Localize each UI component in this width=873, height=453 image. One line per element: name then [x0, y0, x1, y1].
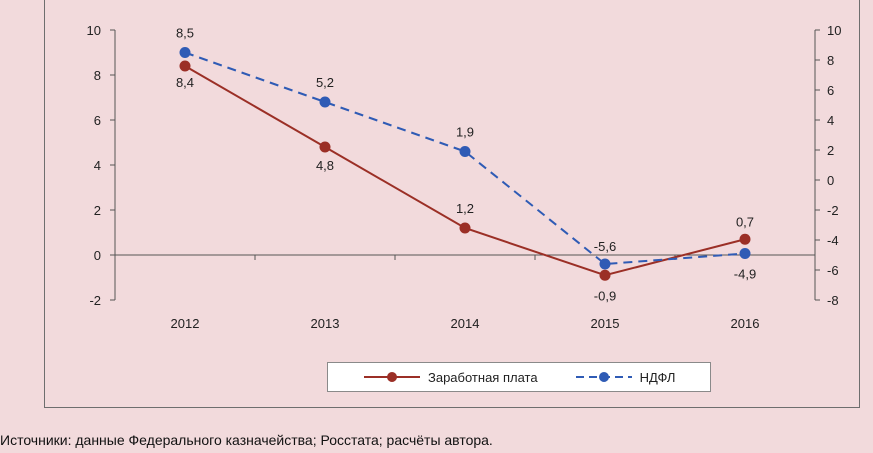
series-point-0: [599, 269, 611, 281]
right-y-tick-label: -4: [827, 233, 839, 248]
right-y-tick-label: -6: [827, 263, 839, 278]
data-label-1: -4,9: [734, 267, 756, 282]
series-point-0: [739, 233, 751, 245]
left-y-tick-label: -2: [89, 293, 101, 308]
left-y-tick-label: 2: [94, 203, 101, 218]
series-point-1: [319, 96, 331, 108]
line-chart: -2 0 2 4 6 8 10 -8 -6 -4 -2 0 2 4 6 8 10 2012 2013 2014 2015…: [87, 23, 842, 331]
right-y-tick-label: 6: [827, 83, 834, 98]
right-y-tick-label: -2: [827, 203, 839, 218]
right-y-tick-label: -8: [827, 293, 839, 308]
legend-item-ndfl: НДФЛ: [575, 369, 676, 385]
x-tick-label: 2013: [311, 316, 340, 331]
data-label-1: -5,6: [594, 239, 616, 254]
series-point-0: [179, 60, 191, 72]
data-label-1: 1,9: [456, 125, 474, 140]
series-point-0: [319, 141, 331, 153]
data-label-0: 1,2: [456, 201, 474, 216]
right-y-tick-label: 0: [827, 173, 834, 188]
data-label-0: 0,7: [736, 214, 754, 229]
right-y-tick-label: 2: [827, 143, 834, 158]
series-point-1: [739, 248, 751, 259]
data-label-1: 5,2: [316, 75, 334, 90]
legend: Заработная плата НДФЛ: [327, 362, 711, 392]
chart-frame: -2 0 2 4 6 8 10 -8 -6 -4 -2 0 2 4 6 8 10 2012 2013 2014 2015…: [44, 0, 860, 408]
series-point-0: [459, 222, 471, 234]
x-tick-label: 2016: [731, 316, 760, 331]
right-y-tick-label: 8: [827, 53, 834, 68]
series-point-1: [599, 258, 611, 270]
data-label-0: -0,9: [594, 288, 616, 303]
x-tick-label: 2012: [171, 316, 200, 331]
legend-marker-ndfl: [575, 372, 632, 382]
left-y-tick-label: 10: [87, 23, 101, 38]
legend-marker-salary: [364, 372, 420, 382]
left-y-tick-label: 6: [94, 113, 101, 128]
legend-item-salary: Заработная плата: [364, 370, 538, 385]
data-label-0: 8,4: [176, 75, 194, 90]
series-point-1: [459, 146, 471, 157]
left-y-tick-label: 8: [94, 68, 101, 83]
source-caption: Источники: данные Федерального казначейс…: [0, 432, 493, 448]
left-y-tick-label: 0: [94, 248, 101, 263]
data-label-0: 4,8: [316, 158, 334, 173]
series-point-1: [179, 47, 191, 58]
left-y-tick-label: 4: [94, 158, 101, 173]
data-label-1: 8,5: [176, 26, 194, 41]
legend-label-ndfl: НДФЛ: [639, 369, 676, 385]
x-tick-label: 2014: [451, 316, 480, 331]
x-tick-label: 2015: [591, 316, 620, 331]
series-line-0: [184, 65, 746, 277]
right-y-tick-label: 10: [827, 23, 841, 38]
right-y-tick-label: 4: [827, 113, 834, 128]
legend-label-salary: Заработная плата: [428, 369, 538, 385]
series-line-1: [184, 51, 746, 266]
